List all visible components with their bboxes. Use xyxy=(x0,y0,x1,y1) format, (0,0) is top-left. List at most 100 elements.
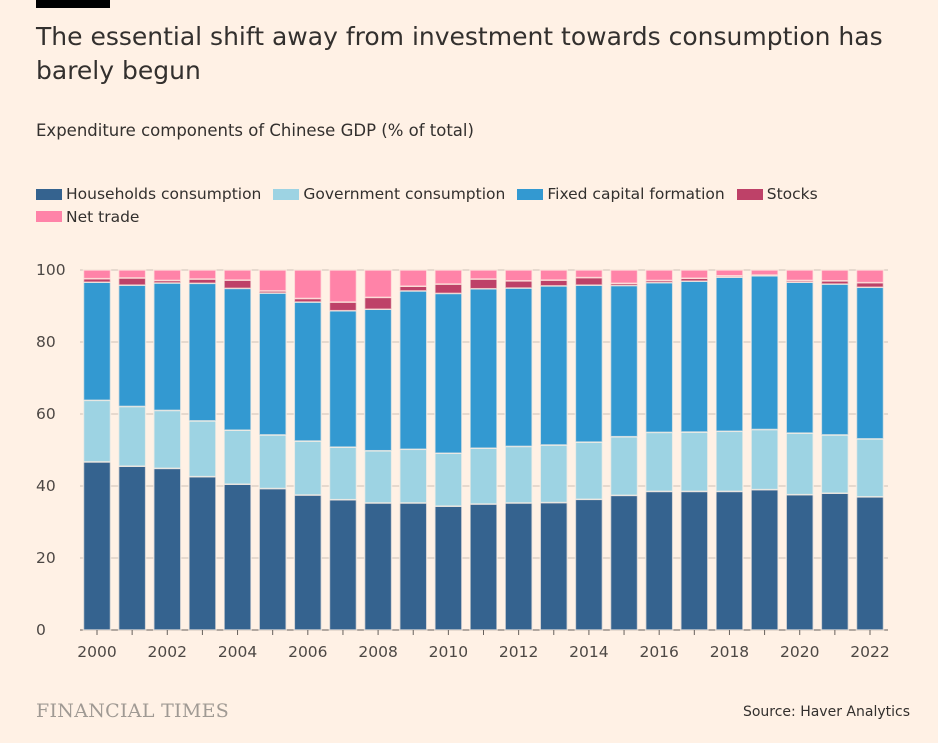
x-tick-label: 2020 xyxy=(780,643,819,661)
bar-segment-government-consumption xyxy=(328,446,358,501)
bar-segment-net-trade xyxy=(574,269,604,279)
bar-segment-households-consumption xyxy=(434,505,463,631)
bar-segment-households-consumption xyxy=(398,502,428,631)
legend-item: Government consumption xyxy=(273,183,505,205)
bar-segment-fixed-capital-formation xyxy=(504,287,533,448)
x-tick-label: 2008 xyxy=(358,643,397,661)
bar-segment-households-consumption xyxy=(328,498,358,631)
bar-segment-government-consumption xyxy=(715,430,744,493)
bar-segment-fixed-capital-formation xyxy=(820,283,850,436)
bar-segment-government-consumption xyxy=(293,440,323,496)
bar-segment-government-consumption xyxy=(855,438,885,498)
bar-segment-fixed-capital-formation xyxy=(328,309,358,448)
x-tick-label: 2022 xyxy=(850,643,889,661)
bar-segment-government-consumption xyxy=(750,428,779,491)
bar-segment-net-trade xyxy=(293,269,323,300)
legend: Households consumption Government consump… xyxy=(36,183,896,228)
bar-segment-government-consumption xyxy=(258,434,287,490)
bar-segment-net-trade xyxy=(609,269,639,285)
legend-swatch xyxy=(36,211,62,222)
bar-segment-net-trade xyxy=(750,269,779,276)
bar-segment-government-consumption xyxy=(363,449,393,504)
bar-segment-stocks xyxy=(469,278,498,290)
bar-segment-net-trade xyxy=(785,269,814,282)
y-tick-label: 40 xyxy=(36,477,56,495)
bar-segment-fixed-capital-formation xyxy=(750,275,779,431)
bar-segment-fixed-capital-formation xyxy=(785,281,814,434)
bar-segment-net-trade xyxy=(855,269,885,284)
x-tick-label: 2012 xyxy=(499,643,538,661)
bar-segment-government-consumption xyxy=(574,441,604,501)
bar-segment-households-consumption xyxy=(293,494,323,631)
x-tick-label: 2014 xyxy=(569,643,608,661)
bar-segment-government-consumption xyxy=(644,431,674,493)
bar-segment-government-consumption xyxy=(82,399,112,463)
bar-segment-households-consumption xyxy=(644,490,674,631)
bar-segment-households-consumption xyxy=(504,502,533,631)
bar-segment-government-consumption xyxy=(434,452,463,507)
bar-segment-households-consumption xyxy=(820,492,850,631)
bar-segment-fixed-capital-formation xyxy=(398,290,428,451)
bar-segment-government-consumption xyxy=(117,405,147,467)
x-tick-label: 2016 xyxy=(639,643,678,661)
bar-segment-stocks xyxy=(434,283,463,295)
legend-swatch xyxy=(36,188,62,200)
bar-segment-net-trade xyxy=(82,269,112,280)
bar-segment-stocks xyxy=(328,301,358,312)
bar-segment-households-consumption xyxy=(258,487,287,631)
bar-segment-fixed-capital-formation xyxy=(855,286,885,440)
bar-segment-net-trade xyxy=(715,269,744,277)
bar-segment-households-consumption xyxy=(117,465,147,631)
bar-segment-net-trade xyxy=(680,269,709,280)
bar-segment-net-trade xyxy=(434,269,463,285)
bar-segment-government-consumption xyxy=(609,435,639,497)
x-tick-label: 2002 xyxy=(148,643,187,661)
y-tick-label: 0 xyxy=(36,621,46,639)
y-tick-label: 100 xyxy=(36,261,66,279)
bar-segment-net-trade xyxy=(188,269,217,280)
bar-segment-fixed-capital-formation xyxy=(644,281,674,434)
ft-top-bar xyxy=(36,0,110,8)
legend-label: Net trade xyxy=(66,207,140,226)
legend-label: Stocks xyxy=(766,185,818,203)
bar-segment-households-consumption xyxy=(609,494,639,631)
bar-segment-fixed-capital-formation xyxy=(258,292,287,436)
bar-segment-net-trade xyxy=(363,269,393,299)
bar-segment-government-consumption xyxy=(398,448,428,504)
bar-segment-net-trade xyxy=(258,269,287,292)
x-tick-label: 2004 xyxy=(218,643,257,661)
source-note: Source: Haver Analytics xyxy=(742,704,910,720)
bar-segment-net-trade xyxy=(539,269,569,281)
bar-segment-fixed-capital-formation xyxy=(539,285,569,446)
bar-segment-fixed-capital-formation xyxy=(469,287,498,449)
bar-segment-net-trade xyxy=(117,269,147,279)
bar-segment-net-trade xyxy=(820,269,850,282)
bar-segment-households-consumption xyxy=(680,490,709,631)
bar-segment-net-trade xyxy=(504,269,533,282)
chart-subtitle: Expenditure components of Chinese GDP (%… xyxy=(36,121,474,140)
bar-segment-government-consumption xyxy=(223,429,252,485)
y-tick-label: 20 xyxy=(36,549,56,567)
bar-segment-fixed-capital-formation xyxy=(153,282,182,412)
bar-segment-fixed-capital-formation xyxy=(188,282,217,422)
bar-segment-households-consumption xyxy=(539,501,569,631)
bar-segment-government-consumption xyxy=(188,420,217,478)
x-tick-label: 2010 xyxy=(429,643,468,661)
bar-segment-net-trade xyxy=(223,269,252,281)
bar-segment-net-trade xyxy=(328,269,358,303)
bar-segment-households-consumption xyxy=(469,503,498,631)
bar-segment-stocks xyxy=(363,296,393,310)
bar-segment-households-consumption xyxy=(855,496,885,631)
bar-segment-government-consumption xyxy=(820,434,850,494)
bar-segment-stocks xyxy=(223,279,252,290)
bar-segment-fixed-capital-formation xyxy=(715,276,744,433)
bar-segment-government-consumption xyxy=(153,409,182,470)
bar-segment-households-consumption xyxy=(785,493,814,631)
bar-segment-fixed-capital-formation xyxy=(434,292,463,454)
bar-segment-government-consumption xyxy=(469,447,498,505)
bar-segment-stocks xyxy=(504,280,533,289)
bar-segment-households-consumption xyxy=(574,498,604,631)
bar-segment-net-trade xyxy=(644,269,674,282)
bar-segment-households-consumption xyxy=(223,483,252,631)
x-tick-label: 2000 xyxy=(77,643,116,661)
